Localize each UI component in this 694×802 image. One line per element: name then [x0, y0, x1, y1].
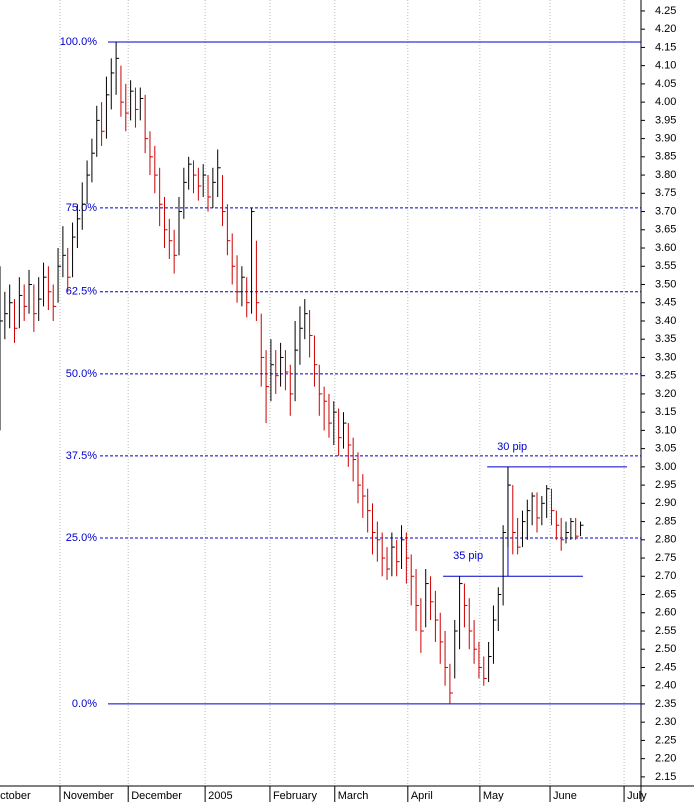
y-tick-label: 2.55: [655, 625, 676, 637]
y-tick-label: 3.10: [655, 424, 676, 436]
y-tick-label: 2.25: [655, 734, 676, 746]
y-tick-label: 3.40: [655, 315, 676, 327]
y-tick-label: 3.60: [655, 242, 676, 254]
x-tick-label: March: [338, 790, 369, 802]
x-tick-label: June: [553, 790, 577, 802]
y-tick-label: 2.30: [655, 716, 676, 728]
fib-label: 0.0%: [72, 698, 97, 710]
y-tick-label: 4.25: [655, 5, 676, 17]
fib-label: 62.5%: [66, 286, 97, 298]
y-tick-label: 2.80: [655, 534, 676, 546]
y-tick-label: 3.75: [655, 187, 676, 199]
y-tick-label: 3.70: [655, 205, 676, 217]
y-tick-label: 2.45: [655, 661, 676, 673]
fib-label: 37.5%: [66, 450, 97, 462]
y-tick-label: 3.55: [655, 260, 676, 272]
x-tick-label: November: [63, 790, 114, 802]
y-tick-label: 3.35: [655, 333, 676, 345]
y-tick-label: 2.90: [655, 497, 676, 509]
annotation-label: 35 pip: [453, 550, 483, 562]
x-tick-label: July: [627, 790, 647, 802]
fib-label: 50.0%: [66, 368, 97, 380]
y-tick-label: 3.05: [655, 443, 676, 455]
y-tick-label: 3.25: [655, 370, 676, 382]
y-tick-label: 2.60: [655, 607, 676, 619]
y-tick-label: 4.15: [655, 41, 676, 53]
y-tick-label: 2.95: [655, 479, 676, 491]
y-tick-label: 2.70: [655, 570, 676, 582]
y-tick-label: 3.15: [655, 406, 676, 418]
y-tick-label: 3.90: [655, 133, 676, 145]
y-tick-label: 2.65: [655, 588, 676, 600]
x-tick-label: 2005: [208, 790, 232, 802]
y-tick-label: 2.40: [655, 680, 676, 692]
y-tick-label: 3.00: [655, 461, 676, 473]
y-tick-label: 3.65: [655, 224, 676, 236]
annotation-label: 30 pip: [497, 441, 527, 453]
y-tick-label: 3.50: [655, 278, 676, 290]
y-tick-label: 4.10: [655, 60, 676, 72]
x-tick-label: May: [483, 790, 504, 802]
y-tick-label: 4.05: [655, 78, 676, 90]
x-tick-label: ctober: [0, 790, 31, 802]
x-tick-label: February: [273, 790, 318, 802]
fib-label: 75.0%: [66, 202, 97, 214]
x-tick-label: December: [131, 790, 182, 802]
y-tick-label: 2.15: [655, 771, 676, 783]
y-tick-label: 3.45: [655, 297, 676, 309]
y-tick-label: 3.85: [655, 151, 676, 163]
y-tick-label: 4.00: [655, 96, 676, 108]
y-tick-label: 2.35: [655, 698, 676, 710]
y-tick-label: 3.95: [655, 114, 676, 126]
y-tick-label: 2.50: [655, 643, 676, 655]
fib-label: 25.0%: [66, 532, 97, 544]
y-tick-label: 3.20: [655, 388, 676, 400]
y-tick-label: 2.75: [655, 552, 676, 564]
y-tick-label: 3.30: [655, 351, 676, 363]
y-tick-label: 4.20: [655, 23, 676, 35]
y-tick-label: 2.85: [655, 515, 676, 527]
y-tick-label: 2.20: [655, 753, 676, 765]
x-tick-label: April: [411, 790, 433, 802]
y-tick-label: 3.80: [655, 169, 676, 181]
fib-label: 100.0%: [60, 36, 98, 48]
